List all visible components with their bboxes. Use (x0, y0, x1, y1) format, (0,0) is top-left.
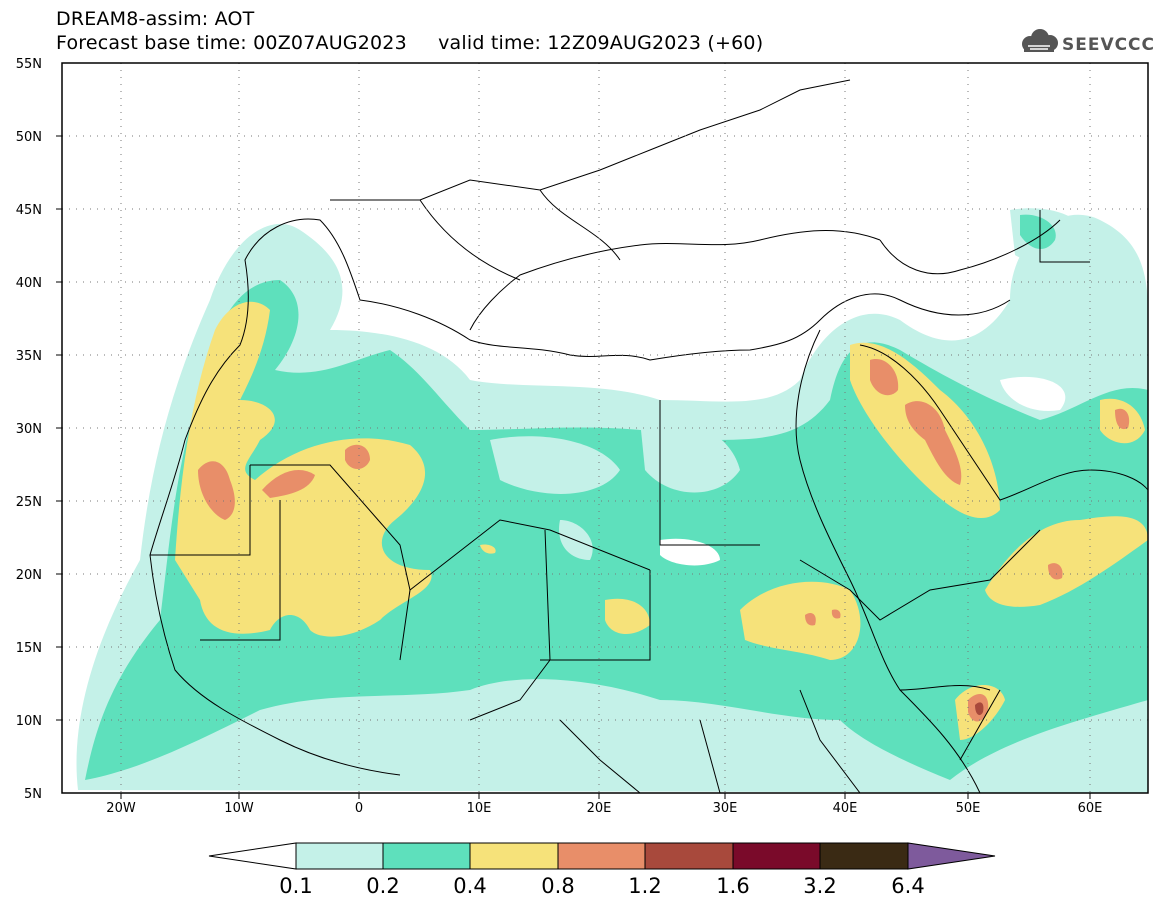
lon-tick-label: 60E (1078, 801, 1103, 816)
aot-fields (62, 63, 1148, 793)
chart-title: DREAM8-assim: AOT (56, 8, 255, 30)
logo-text: SEEVCCC (1062, 35, 1154, 55)
lon-tick-label: 20E (587, 801, 612, 816)
map-gridlines (62, 63, 1148, 793)
lon-tick-label: 50E (956, 801, 981, 816)
lat-tick-label: 40N (16, 276, 42, 291)
lon-tick-label: 30E (713, 801, 738, 816)
lon-tick-labels: 20W 10W 0 10E 20E 30E 40E 50E 60E (106, 801, 1102, 816)
coastlines-and-borders (149, 79, 1148, 793)
lon-tick-marks (120, 793, 1091, 799)
lat-tick-marks (56, 135, 62, 721)
lon-tick-label: 40E (833, 801, 858, 816)
lat-tick-label: 50N (16, 130, 42, 145)
lat-tick-label: 45N (16, 203, 42, 218)
lat-tick-label: 55N (16, 57, 42, 72)
lat-tick-label: 10N (16, 714, 42, 729)
lon-tick-label: 10E (467, 801, 492, 816)
lat-tick-label: 20N (16, 568, 42, 583)
forecast-time-subtitle: Forecast base time: 00Z07AUG2023 valid t… (56, 32, 764, 54)
lat-tick-label: 25N (16, 495, 42, 510)
seevccc-logo: SEEVCCC (1022, 29, 1154, 55)
lon-tick-label: 0 (355, 801, 363, 816)
aot-level-1-2 (975, 702, 984, 716)
lon-tick-label: 20W (106, 801, 136, 816)
lat-tick-label: 35N (16, 349, 42, 364)
lat-tick-label: 5N (24, 787, 42, 802)
aot-level-0-8 (198, 359, 1130, 722)
lon-tick-label: 10W (224, 801, 254, 816)
lat-tick-labels: 55N 50N 45N 40N 35N 30N 25N 20N 15N 10N … (16, 57, 42, 802)
lat-tick-label: 30N (16, 422, 42, 437)
lat-tick-label: 15N (16, 641, 42, 656)
